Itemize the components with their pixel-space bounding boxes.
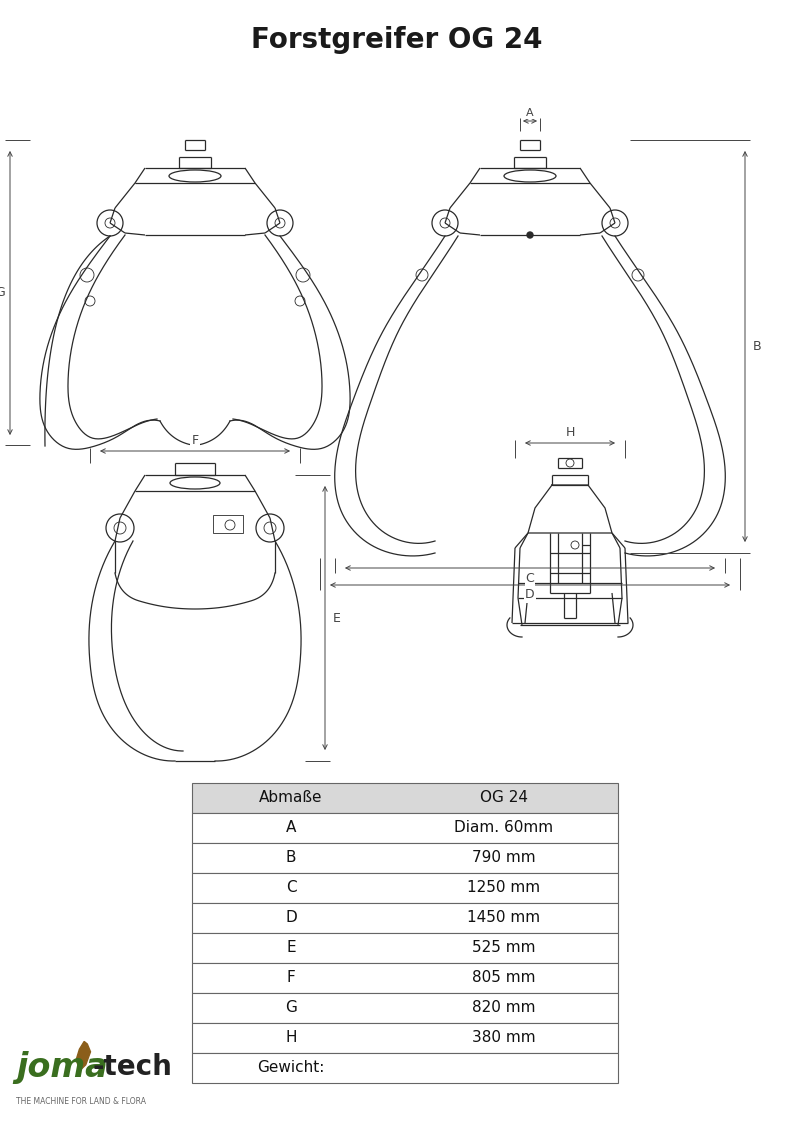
Text: E: E xyxy=(333,612,341,624)
Text: 1250 mm: 1250 mm xyxy=(468,880,541,895)
Text: H: H xyxy=(285,1031,297,1046)
Text: -tech: -tech xyxy=(92,1053,172,1081)
Bar xyxy=(192,964,618,993)
Bar xyxy=(192,933,618,964)
Text: 805 mm: 805 mm xyxy=(472,970,536,986)
Bar xyxy=(192,1053,618,1083)
Text: B: B xyxy=(286,850,296,866)
Circle shape xyxy=(527,232,533,238)
Text: G: G xyxy=(0,286,5,300)
Text: B: B xyxy=(753,340,761,353)
Bar xyxy=(192,873,618,903)
Bar xyxy=(192,993,618,1023)
Text: C: C xyxy=(526,572,534,584)
Bar xyxy=(192,783,618,813)
Bar xyxy=(192,903,618,933)
Polygon shape xyxy=(76,1041,91,1069)
Text: C: C xyxy=(286,880,296,895)
Text: A: A xyxy=(286,821,296,836)
Text: THE MACHINE FOR LAND & FLORA: THE MACHINE FOR LAND & FLORA xyxy=(16,1096,146,1105)
Text: 820 mm: 820 mm xyxy=(472,1001,536,1015)
Bar xyxy=(213,515,243,533)
Text: D: D xyxy=(525,588,535,602)
Text: D: D xyxy=(285,911,297,925)
Text: Abmaße: Abmaße xyxy=(260,791,322,805)
Text: 380 mm: 380 mm xyxy=(472,1031,536,1046)
Text: 790 mm: 790 mm xyxy=(472,850,536,866)
Text: F: F xyxy=(287,970,295,986)
Text: H: H xyxy=(565,427,575,439)
Text: joma: joma xyxy=(16,1051,107,1084)
Bar xyxy=(192,1023,618,1053)
Text: 525 mm: 525 mm xyxy=(472,940,536,956)
Text: OG 24: OG 24 xyxy=(480,791,528,805)
Text: Forstgreifer OG 24: Forstgreifer OG 24 xyxy=(251,26,543,54)
Text: F: F xyxy=(191,435,198,447)
Text: 1450 mm: 1450 mm xyxy=(468,911,541,925)
Text: G: G xyxy=(285,1001,297,1015)
Text: Diam. 60mm: Diam. 60mm xyxy=(454,821,553,836)
Bar xyxy=(192,843,618,873)
Text: E: E xyxy=(286,940,296,956)
Text: Gewicht:: Gewicht: xyxy=(257,1060,325,1076)
Bar xyxy=(192,813,618,843)
Text: A: A xyxy=(526,108,534,118)
